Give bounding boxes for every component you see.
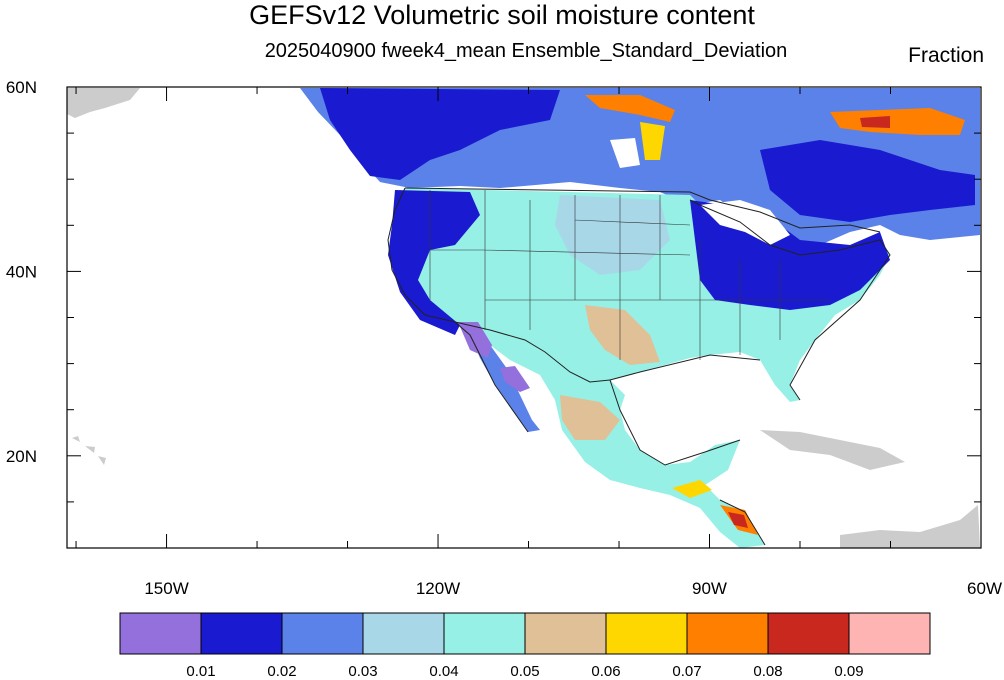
quebec-dark-patch [760, 140, 975, 222]
colorbar-swatch [200, 612, 283, 655]
plains-light-patch [555, 195, 670, 275]
yucatan-yellow-patch [672, 480, 712, 498]
map-subtitle: 2025040900 fweek4_mean Ensemble_Standard… [264, 40, 788, 62]
colorbar-swatch [281, 612, 364, 655]
x-tick-label: 60W [967, 579, 1002, 598]
hudson-yellow-patch [640, 122, 665, 160]
baja-peninsula [470, 335, 540, 432]
colorbar-label: 0.04 [429, 663, 458, 680]
map-panel [67, 87, 981, 548]
units-label: Fraction [908, 44, 984, 67]
colorbar-label: 0.01 [186, 663, 215, 680]
west-coast-dark-band [388, 190, 480, 335]
colorbar-label: 0.05 [510, 663, 539, 680]
texas-tan-patch [585, 305, 660, 365]
lake-winnipeg-mask [610, 138, 640, 168]
sonora-purple-patch [458, 322, 492, 358]
hawaii-islands [72, 436, 106, 465]
great-lakes-mask [700, 200, 790, 245]
map-title: GEFSv12 Volumetric soil moisture content [249, 0, 755, 30]
colorbar-label: 0.06 [591, 663, 620, 680]
state-lines [429, 190, 830, 360]
colorbar: 0.01 0.02 0.03 0.04 0.05 0.06 0.07 0.08 0.09 [119, 612, 931, 680]
colorbar-label: 0.08 [753, 663, 782, 680]
x-tick-label: 90W [692, 579, 727, 598]
map-ticks: 150W 120W 90W 60W 60N 40N 20N [6, 78, 1002, 598]
colorbar-label: 0.07 [672, 663, 701, 680]
colorbar-label: 0.03 [348, 663, 377, 680]
labrador-warm-patch [830, 108, 965, 135]
y-tick-label: 60N [6, 78, 37, 97]
x-tick-label: 150W [144, 579, 188, 598]
south-america-edge [840, 505, 980, 548]
us-canada-border [404, 187, 881, 233]
coastline [387, 187, 891, 546]
y-tick-label: 40N [6, 262, 37, 281]
colorbar-swatch [767, 612, 850, 655]
colorbar-swatch [119, 612, 202, 655]
colorbar-label: 0.02 [267, 663, 296, 680]
colorbar-label: 0.09 [834, 663, 863, 680]
colorbar-swatch [443, 612, 526, 655]
colorbar-swatch [848, 612, 931, 655]
canada-dark-patch [320, 88, 560, 180]
mexico-tan-patch [560, 395, 620, 440]
colorbar-swatch [524, 612, 607, 655]
central-america-red-patch [728, 512, 748, 528]
baja-purple-patch [500, 366, 530, 392]
caribbean-islands [760, 430, 905, 470]
x-tick-label: 120W [416, 579, 460, 598]
colorbar-swatch [605, 612, 688, 655]
alaska-coast [67, 88, 140, 118]
colorbar-swatch [362, 612, 445, 655]
y-tick-label: 20N [6, 447, 37, 466]
us-mexico-border [454, 321, 611, 383]
labrador-red-patch [860, 116, 890, 128]
hudson-warm-patch [585, 95, 675, 122]
colorbar-swatch [686, 612, 769, 655]
